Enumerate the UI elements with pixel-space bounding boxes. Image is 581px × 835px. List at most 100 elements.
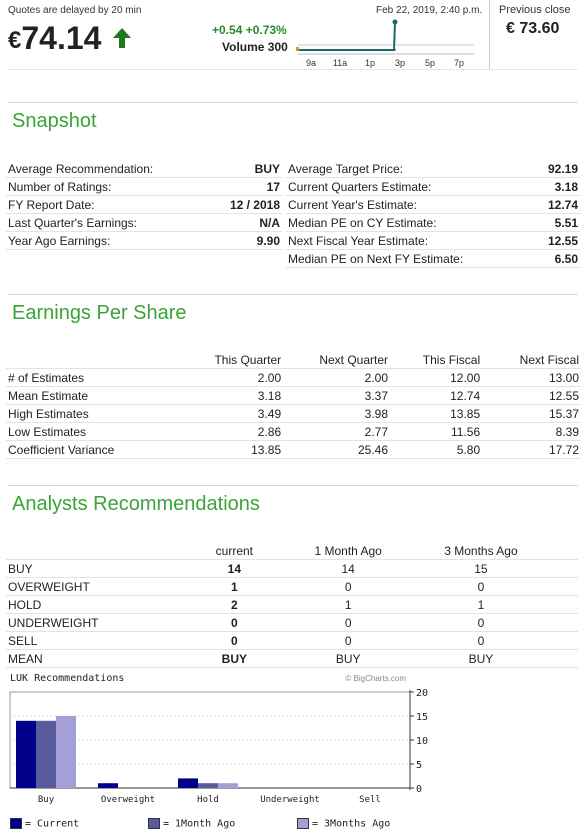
snapshot-label: Next Fiscal Year Estimate: <box>286 231 500 250</box>
snapshot-row: Year Ago Earnings: 9.90 <box>6 231 282 250</box>
analysts-col-header: 3 Months Ago <box>383 542 578 560</box>
legend-swatch-3months <box>297 818 309 829</box>
analysts-title: Analysts Recommendations <box>12 493 260 515</box>
chart-y-tick-label: 10 <box>416 736 428 747</box>
chart-source: © BigCharts.com <box>345 674 406 683</box>
snapshot-value: 12.55 <box>500 231 580 250</box>
snapshot-value: 9.90 <box>210 231 282 250</box>
eps-cell: 2.00 <box>166 368 284 387</box>
snapshot-row: Next Fiscal Year Estimate: 12.55 <box>286 231 580 250</box>
chart-bar <box>178 778 198 788</box>
eps-title: Earnings Per Share <box>12 302 187 324</box>
analysts-cell: 0 <box>383 577 578 596</box>
analysts-cell: BUY <box>383 649 578 668</box>
legend-label-current: = Current <box>25 818 80 830</box>
analysts-cell: BUY <box>312 649 384 668</box>
legend-3months: = 3Months Ago <box>297 818 390 830</box>
eps-col-header: Next Quarter <box>283 351 391 369</box>
up-arrow-icon <box>113 28 131 48</box>
currency-symbol: € <box>8 27 22 54</box>
analysts-cell: 0 <box>383 613 578 632</box>
eps-cell: 8.39 <box>482 422 581 441</box>
sparkline-tick-label: 3p <box>395 58 405 68</box>
analysts-cell: 2 <box>156 595 313 614</box>
previous-close-box <box>489 0 581 70</box>
snapshot-label: Current Quarters Estimate: <box>286 177 500 196</box>
eps-col-header: This Quarter <box>166 351 284 369</box>
analysts-col-header: 1 Month Ago <box>312 542 384 560</box>
eps-row: Coefficient Variance 13.85 25.46 5.80 17.72 <box>6 440 581 459</box>
eps-table: This Quarter Next Quarter This Fiscal Ne… <box>6 351 581 459</box>
snapshot-row: Current Quarters Estimate: 3.18 <box>286 177 580 196</box>
analysts-header-blank <box>6 542 157 560</box>
chart-x-tick-label: Buy <box>38 795 55 805</box>
legend-1month: = 1Month Ago <box>148 818 235 830</box>
chart-bar <box>218 783 238 788</box>
analysts-row-label: BUY <box>6 559 157 578</box>
eps-cell: 25.46 <box>283 440 391 459</box>
eps-row-label: Low Estimates <box>6 422 167 441</box>
snapshot-label: Average Recommendation: <box>6 160 210 178</box>
analysts-row-label: UNDERWEIGHT <box>6 613 157 632</box>
eps-col-header: This Fiscal <box>390 351 483 369</box>
analysts-cell: 0 <box>383 631 578 650</box>
snapshot-row: Average Target Price: 92.19 <box>286 160 580 178</box>
legend-label-1month: = 1Month Ago <box>163 818 236 830</box>
eps-cell: 12.55 <box>482 386 581 405</box>
snapshot-label: Median PE on CY Estimate: <box>286 213 500 232</box>
analysts-row-label: OVERWEIGHT <box>6 577 157 596</box>
sparkline-tick-label: 9a <box>306 58 316 68</box>
intraday-sparkline: 9a 11a 1p 3p 5p 7p <box>296 19 474 68</box>
snapshot-value: BUY <box>210 160 282 178</box>
snapshot-title: Snapshot <box>12 110 97 132</box>
snapshot-row: Number of Ratings: 17 <box>6 177 282 196</box>
chart-bar <box>36 720 56 788</box>
quote-header: Quotes are delayed by 20 min €74.14 +0.5… <box>0 0 581 70</box>
legend-swatch-current <box>10 818 22 829</box>
eps-cell: 3.37 <box>283 386 391 405</box>
chart-y-tick-label: 0 <box>416 784 422 795</box>
chart-x-tick-label: Underweight <box>260 795 320 805</box>
sparkline-tick-label: 7p <box>454 58 464 68</box>
snapshot-value: 3.18 <box>500 177 580 196</box>
eps-cell: 2.77 <box>283 422 391 441</box>
chart-title: LUK Recommendations <box>10 673 124 684</box>
snapshot-label: Last Quarter's Earnings: <box>6 213 210 232</box>
snapshot-row: Last Quarter's Earnings: N/A <box>6 213 282 232</box>
eps-cell: 3.18 <box>166 386 284 405</box>
eps-cell: 13.85 <box>390 404 483 423</box>
chart-x-tick-label: Overweight <box>101 795 155 805</box>
legend-swatch-1month <box>148 818 160 829</box>
analysts-cell: BUY <box>156 649 313 668</box>
eps-row-label: High Estimates <box>6 404 167 423</box>
analysts-cell: 1 <box>156 577 313 596</box>
legend-label-3months: = 3Months Ago <box>312 818 391 830</box>
analysts-col-header: current <box>156 542 313 560</box>
snapshot-row: FY Report Date: 12 / 2018 <box>6 195 282 214</box>
eps-col-header: Next Fiscal <box>482 351 581 369</box>
snapshot-left-table: Average Recommendation: BUY Number of Rati… <box>6 160 282 250</box>
snapshot-label: Median PE on Next FY Estimate: <box>286 249 500 268</box>
eps-cell: 3.49 <box>166 404 284 423</box>
delay-note: Quotes are delayed by 20 min <box>8 5 142 16</box>
snapshot-divider <box>8 102 578 103</box>
eps-header-blank <box>6 351 167 369</box>
snapshot-label: Number of Ratings: <box>6 177 210 196</box>
analysts-row: BUY 14 14 15 <box>6 559 578 578</box>
legend-current: = Current <box>10 818 79 830</box>
price-change: +0.54 +0.73% <box>212 23 287 37</box>
sparkline-tick-label: 5p <box>425 58 435 68</box>
eps-row: Low Estimates 2.86 2.77 11.56 8.39 <box>6 422 581 441</box>
eps-cell: 17.72 <box>482 440 581 459</box>
chart-bar <box>198 783 218 788</box>
previous-close-value: € 73.60 <box>506 20 560 37</box>
snapshot-value: 6.50 <box>500 249 580 268</box>
snapshot-row: Median PE on CY Estimate: 5.51 <box>286 213 580 232</box>
eps-row: High Estimates 3.49 3.98 13.85 15.37 <box>6 404 581 423</box>
eps-cell: 12.00 <box>390 368 483 387</box>
analysts-cell: 0 <box>156 613 313 632</box>
eps-cell: 13.00 <box>482 368 581 387</box>
eps-divider <box>8 294 578 295</box>
analysts-row: UNDERWEIGHT 0 0 0 <box>6 613 578 632</box>
chart-bar <box>98 783 118 788</box>
